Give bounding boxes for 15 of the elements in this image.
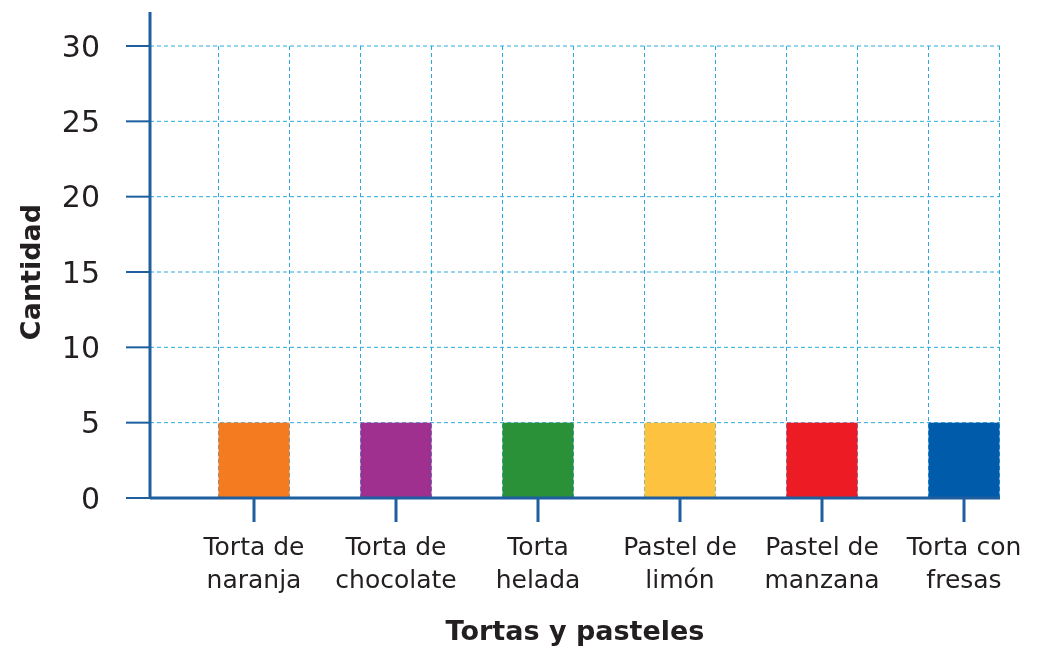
y-tick-label: 0 bbox=[80, 480, 100, 516]
x-tick-label: Pastel de limón bbox=[623, 532, 737, 594]
y-tick-label: 10 bbox=[61, 329, 100, 365]
x-tick-label: Torta con fresas bbox=[905, 532, 1022, 594]
x-tick-label: Torta de chocolate bbox=[335, 532, 457, 594]
x-tick-label: Torta helada bbox=[495, 532, 581, 594]
y-tick-label: 5 bbox=[80, 405, 100, 441]
y-tick-label: 25 bbox=[61, 103, 100, 139]
x-tick-label: Pastel de manzana bbox=[764, 532, 880, 594]
y-axis-title: Cantidad bbox=[15, 203, 46, 341]
x-axis-title: Tortas y pasteles bbox=[445, 615, 705, 646]
y-tick-label: 30 bbox=[61, 28, 100, 64]
x-tick-label: Torta de naranja bbox=[202, 532, 305, 594]
y-tick-label: 20 bbox=[61, 179, 100, 215]
y-tick-label: 15 bbox=[61, 254, 100, 290]
